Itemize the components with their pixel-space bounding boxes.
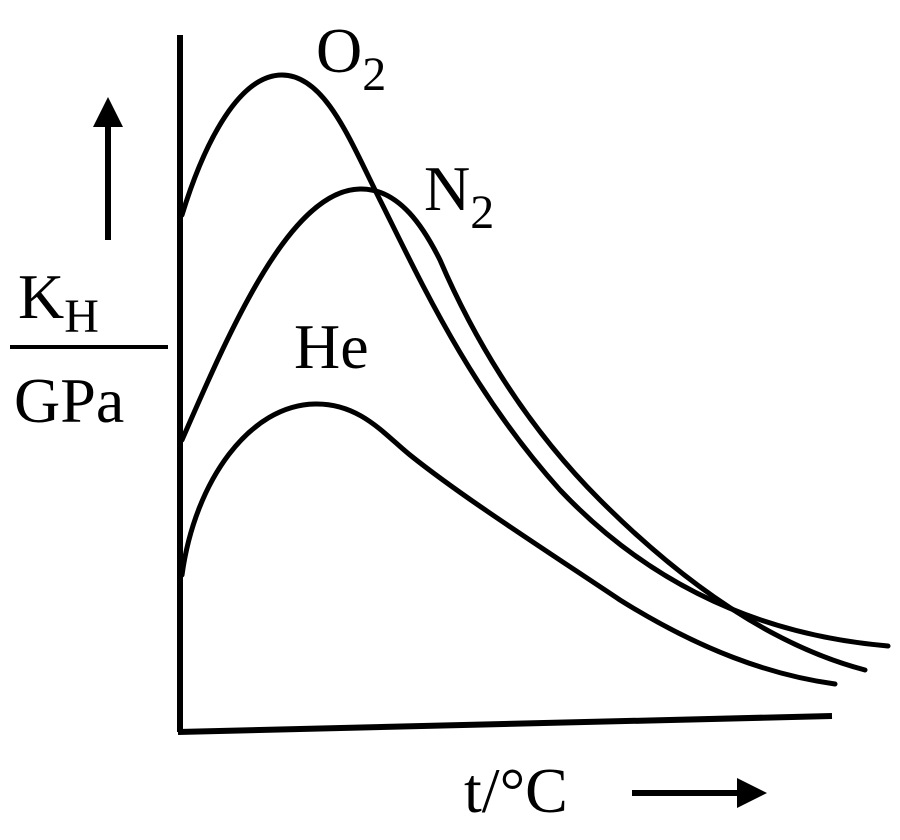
label-part: H xyxy=(64,290,99,343)
label-part: K xyxy=(18,261,64,332)
curve-n2 xyxy=(179,186,868,673)
curve-label: O2 xyxy=(316,15,386,101)
label-part: O xyxy=(316,15,362,86)
curve-o2 xyxy=(179,72,891,649)
label-part: N xyxy=(424,153,470,224)
curve-label: He xyxy=(294,311,369,382)
curve-he xyxy=(179,401,838,687)
x-axis xyxy=(177,713,833,735)
y-axis-label: KH xyxy=(18,261,99,343)
label-part: 2 xyxy=(470,186,494,239)
x-axis-label: t/°C xyxy=(464,755,568,826)
label-part: 2 xyxy=(362,48,386,101)
y-axis-unit: GPa xyxy=(14,365,124,436)
curve-label: N2 xyxy=(424,153,494,239)
